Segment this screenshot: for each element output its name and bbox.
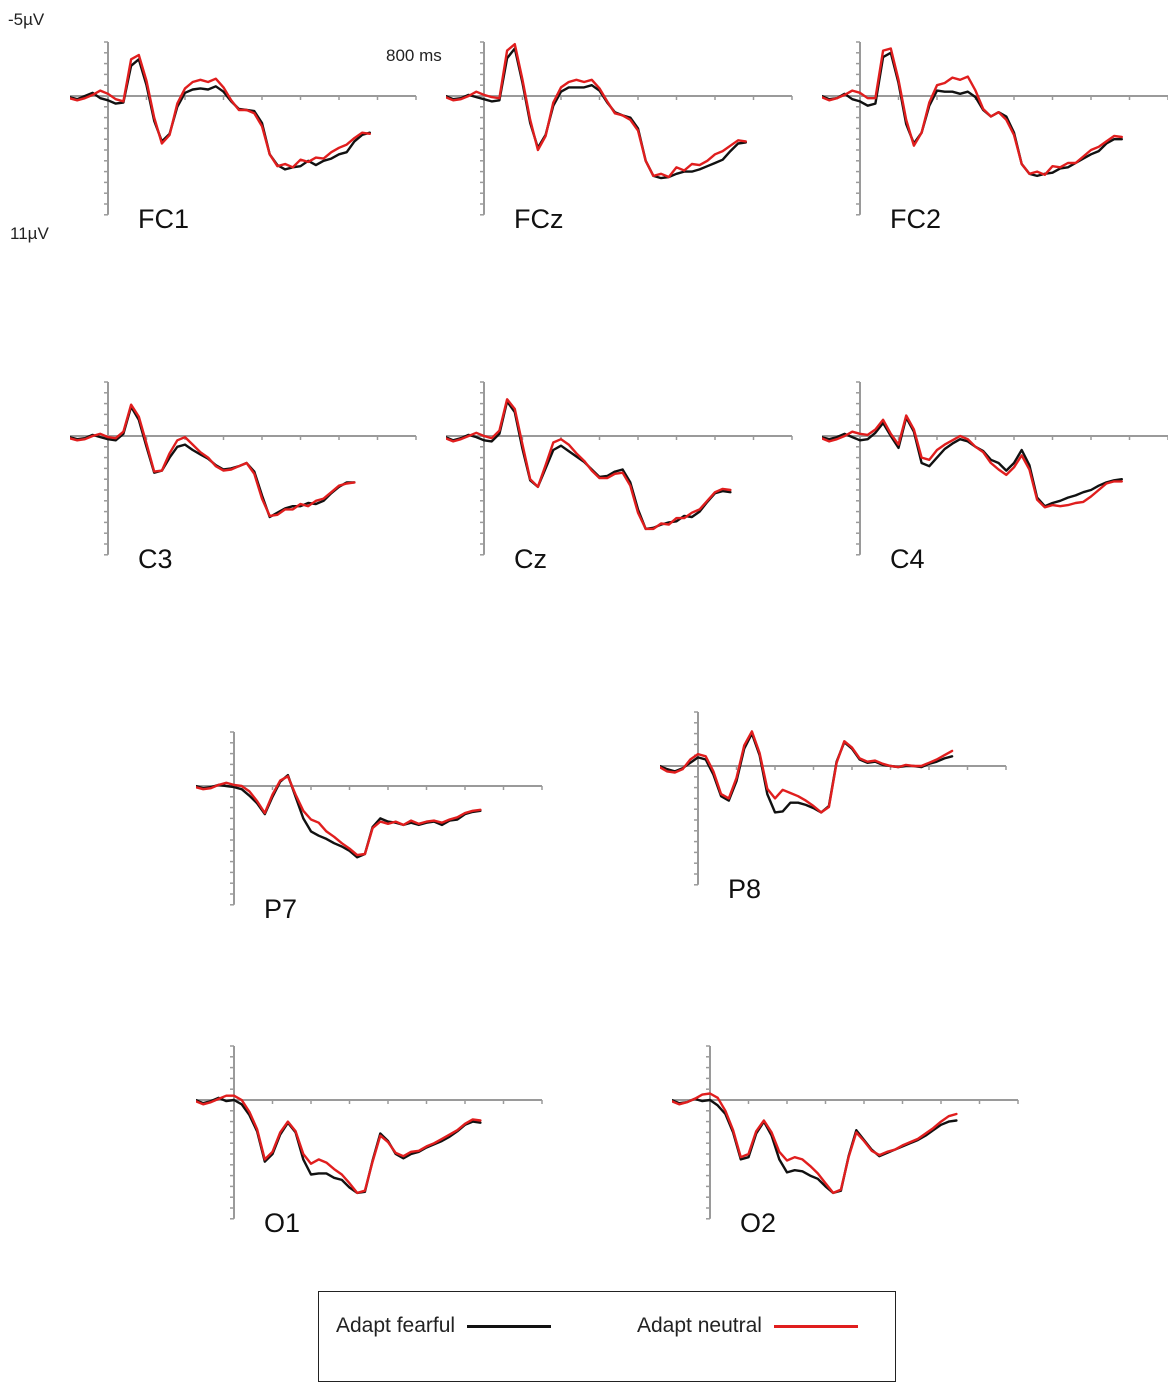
waveform-neutral-p7 xyxy=(196,775,482,857)
panel-label-c4: C4 xyxy=(890,544,925,574)
waveform-fearful-c4 xyxy=(822,416,1123,508)
waveform-neutral-o1 xyxy=(196,1094,482,1195)
legend-item-fearful: Adapt fearful xyxy=(336,1314,552,1338)
waveform-fearful-p7 xyxy=(196,774,482,859)
waveform-fearful-fc2 xyxy=(822,51,1123,178)
panel-label-c3: C3 xyxy=(138,544,173,574)
panel-label-o2: O2 xyxy=(740,1208,776,1238)
waveform-neutral-cz xyxy=(446,398,732,531)
erp-panel-cz: Cz xyxy=(446,381,793,574)
waveform-fearful-o1 xyxy=(196,1096,482,1195)
waveform-neutral-c3 xyxy=(70,403,356,518)
panel-label-o1: O1 xyxy=(264,1208,300,1238)
waveform-neutral-p8 xyxy=(660,730,954,814)
legend: Adapt fearful Adapt neutral xyxy=(318,1291,896,1382)
legend-swatch-fearful xyxy=(467,1324,552,1328)
erp-panel-fc1: FC1 xyxy=(70,41,417,234)
erp-panel-p8: P8 xyxy=(660,711,1007,904)
erp-panel-fc2: FC2 xyxy=(822,41,1168,234)
waveform-neutral-fcz xyxy=(446,42,747,179)
legend-label-fearful: Adapt fearful xyxy=(336,1314,456,1337)
legend-item-neutral: Adapt neutral xyxy=(637,1314,858,1338)
waveform-neutral-c4 xyxy=(822,414,1123,509)
panel-label-cz: Cz xyxy=(514,544,547,574)
waveform-fearful-fcz xyxy=(446,47,747,180)
x-scale-time-label: 800 ms xyxy=(386,46,442,65)
erp-panel-fcz: FCz xyxy=(446,41,793,234)
erp-panel-c3: C3 xyxy=(70,381,417,574)
waveform-neutral-o2 xyxy=(672,1092,958,1195)
panel-label-fc2: FC2 xyxy=(890,204,941,234)
panel-label-p7: P7 xyxy=(264,894,297,924)
waveform-fearful-o2 xyxy=(672,1097,958,1195)
waveform-neutral-fc2 xyxy=(822,47,1123,177)
waveform-fearful-fc1 xyxy=(70,58,371,171)
erp-panel-c4: C4 xyxy=(822,381,1168,574)
panel-label-fcz: FCz xyxy=(514,204,564,234)
panel-label-fc1: FC1 xyxy=(138,204,189,234)
legend-swatch-neutral xyxy=(773,1324,858,1328)
y-scale-bottom-label: 11µV xyxy=(10,224,49,243)
erp-panel-o1: O1 xyxy=(196,1045,543,1238)
y-scale-top-label: -5µV xyxy=(8,10,45,29)
legend-label-neutral: Adapt neutral xyxy=(637,1314,762,1337)
erp-panel-o2: O2 xyxy=(672,1045,1019,1238)
erp-panel-p7: P7 xyxy=(196,731,543,924)
panel-label-p8: P8 xyxy=(728,874,761,904)
waveform-neutral-fc1 xyxy=(70,53,371,169)
